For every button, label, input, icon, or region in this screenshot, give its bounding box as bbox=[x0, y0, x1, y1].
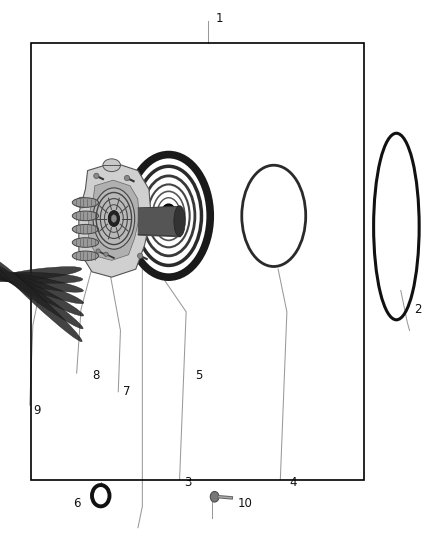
Ellipse shape bbox=[93, 188, 135, 249]
Ellipse shape bbox=[0, 262, 83, 329]
Text: 7: 7 bbox=[123, 385, 131, 398]
Ellipse shape bbox=[76, 197, 88, 208]
Ellipse shape bbox=[0, 269, 84, 304]
Ellipse shape bbox=[108, 211, 120, 227]
Ellipse shape bbox=[72, 224, 99, 234]
Ellipse shape bbox=[111, 215, 117, 222]
Ellipse shape bbox=[174, 206, 185, 237]
Ellipse shape bbox=[0, 258, 82, 342]
Ellipse shape bbox=[138, 253, 143, 259]
Text: 8: 8 bbox=[93, 369, 100, 382]
Text: 2: 2 bbox=[414, 303, 422, 316]
Text: 6: 6 bbox=[73, 497, 81, 510]
Ellipse shape bbox=[0, 272, 83, 292]
Ellipse shape bbox=[0, 272, 83, 284]
Ellipse shape bbox=[210, 491, 219, 502]
Ellipse shape bbox=[0, 265, 84, 316]
Ellipse shape bbox=[94, 173, 99, 179]
Text: 9: 9 bbox=[33, 404, 41, 417]
Text: 5: 5 bbox=[196, 369, 203, 382]
Ellipse shape bbox=[104, 252, 108, 256]
Ellipse shape bbox=[72, 251, 99, 261]
Ellipse shape bbox=[124, 175, 130, 181]
Polygon shape bbox=[79, 163, 151, 277]
Ellipse shape bbox=[72, 198, 99, 207]
Text: 1: 1 bbox=[215, 12, 223, 25]
Ellipse shape bbox=[96, 249, 100, 253]
Ellipse shape bbox=[72, 211, 99, 221]
Ellipse shape bbox=[0, 266, 82, 282]
Ellipse shape bbox=[166, 211, 172, 221]
Ellipse shape bbox=[72, 238, 99, 247]
Ellipse shape bbox=[103, 159, 120, 172]
Text: 10: 10 bbox=[238, 497, 253, 510]
Text: 4: 4 bbox=[290, 476, 297, 489]
Text: 3: 3 bbox=[185, 476, 192, 489]
Polygon shape bbox=[88, 180, 139, 261]
Ellipse shape bbox=[161, 204, 177, 228]
